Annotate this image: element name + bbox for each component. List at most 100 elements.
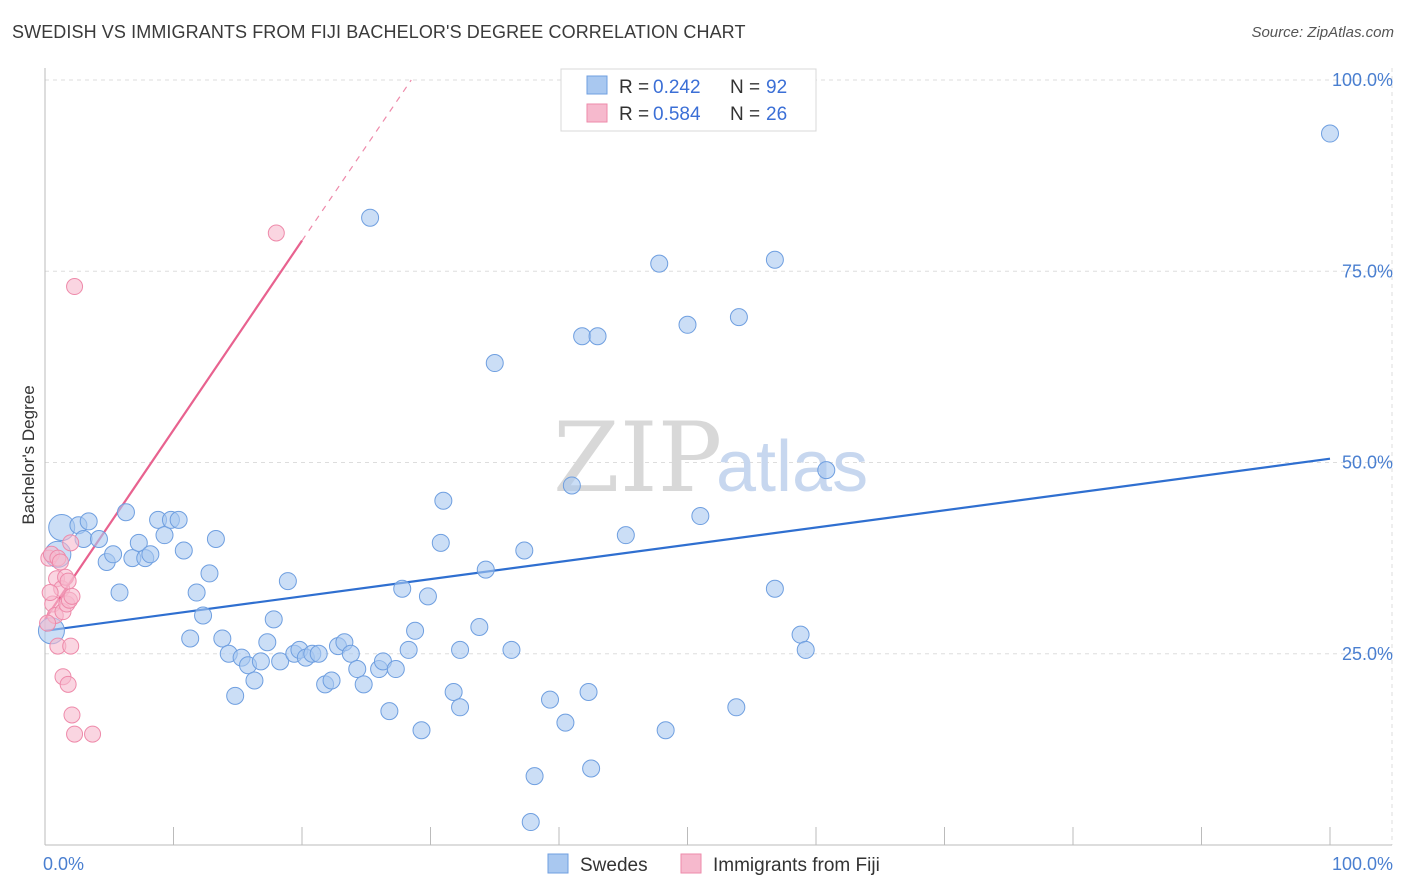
point-swedes [207, 531, 224, 548]
point-swedes [542, 691, 559, 708]
point-swedes [413, 722, 430, 739]
y-tick-label: 75.0% [1342, 261, 1393, 281]
point-swedes [580, 684, 597, 701]
point-swedes [90, 531, 107, 548]
bottom-legend-fiji: Immigrants from Fiji [713, 855, 880, 876]
point-swedes [730, 309, 747, 326]
point-fiji [63, 638, 79, 654]
point-swedes [1322, 125, 1339, 142]
y-tick-label: 100.0% [1332, 70, 1393, 90]
x-tick-label: 0.0% [43, 854, 84, 874]
series-legend: Swedes Immigrants from Fiji [548, 854, 880, 876]
point-swedes [471, 618, 488, 635]
legend-n-label: N = [730, 77, 760, 98]
point-swedes [557, 714, 574, 731]
point-swedes [651, 255, 668, 272]
point-swedes [105, 546, 122, 563]
point-swedes [516, 542, 533, 559]
point-swedes [522, 814, 539, 831]
point-fiji [63, 535, 79, 551]
y-tick-label: 25.0% [1342, 644, 1393, 664]
y-tick-label: 50.0% [1342, 453, 1393, 473]
point-swedes [589, 328, 606, 345]
bottom-legend-swedes: Swedes [580, 855, 648, 876]
point-swedes [818, 462, 835, 479]
point-swedes [170, 511, 187, 528]
trend-line-fiji [45, 241, 302, 620]
point-swedes [445, 684, 462, 701]
point-swedes [310, 645, 327, 662]
point-swedes [477, 561, 494, 578]
legend-r-label: R = [619, 77, 649, 98]
point-swedes [486, 355, 503, 372]
point-swedes [111, 584, 128, 601]
point-swedes [279, 573, 296, 590]
point-fiji [64, 588, 80, 604]
point-fiji [64, 707, 80, 723]
bottom-legend-swatch-swedes [548, 854, 568, 873]
point-swedes [381, 703, 398, 720]
legend-n-value: 26 [766, 104, 787, 125]
point-fiji [40, 615, 56, 631]
point-swedes [246, 672, 263, 689]
legend-n-label: N = [730, 104, 760, 125]
legend-n-value: 92 [766, 77, 787, 98]
point-swedes [259, 634, 276, 651]
point-swedes [452, 641, 469, 658]
point-swedes [80, 513, 97, 530]
point-swedes [188, 584, 205, 601]
watermark-zip: ZIP [553, 402, 722, 514]
watermark: ZIP atlas [553, 402, 868, 514]
trend-line-fiji-extension [302, 80, 411, 241]
point-fiji [268, 225, 284, 241]
legend-r-label: R = [619, 104, 649, 125]
point-swedes [583, 760, 600, 777]
point-swedes [435, 492, 452, 509]
point-swedes [503, 641, 520, 658]
point-swedes [797, 641, 814, 658]
point-swedes [195, 607, 212, 624]
trend-lines [45, 80, 1330, 631]
point-swedes [355, 676, 372, 693]
legend-r-value: 0.242 [653, 77, 701, 98]
point-swedes [657, 722, 674, 739]
point-swedes [728, 699, 745, 716]
legend-r-value: 0.584 [653, 104, 701, 125]
point-swedes [452, 699, 469, 716]
point-fiji [85, 726, 101, 742]
point-swedes [117, 504, 134, 521]
point-swedes [362, 209, 379, 226]
bottom-legend-swatch-fiji [681, 854, 701, 873]
point-fiji [67, 726, 83, 742]
point-swedes [214, 630, 231, 647]
point-swedes [419, 588, 436, 605]
point-swedes [175, 542, 192, 559]
legend-swatch-swedes [587, 76, 607, 94]
point-swedes [142, 546, 159, 563]
point-fiji [60, 573, 76, 589]
y-axis-label: Bachelor's Degree [19, 385, 38, 524]
point-swedes [526, 768, 543, 785]
point-swedes [692, 508, 709, 525]
scatter-chart: ZIP atlas 25.0%50.0%75.0%100.0%0.0% 100.0… [0, 0, 1406, 892]
point-swedes [349, 661, 366, 678]
correlation-legend: R = 0.242 N = 92 R = 0.584 N = 26 [561, 69, 816, 131]
point-swedes [387, 661, 404, 678]
point-swedes [792, 626, 809, 643]
point-swedes [766, 580, 783, 597]
point-fiji [52, 554, 68, 570]
point-swedes [432, 534, 449, 551]
point-swedes [156, 527, 173, 544]
point-fiji [67, 279, 83, 295]
point-swedes [252, 653, 269, 670]
point-swedes [342, 645, 359, 662]
point-fiji [60, 676, 76, 692]
point-swedes [563, 477, 580, 494]
point-fiji [42, 585, 58, 601]
point-swedes [617, 527, 634, 544]
point-swedes [766, 251, 783, 268]
point-swedes [323, 672, 340, 689]
point-swedes [679, 316, 696, 333]
point-swedes [407, 622, 424, 639]
point-swedes [227, 687, 244, 704]
